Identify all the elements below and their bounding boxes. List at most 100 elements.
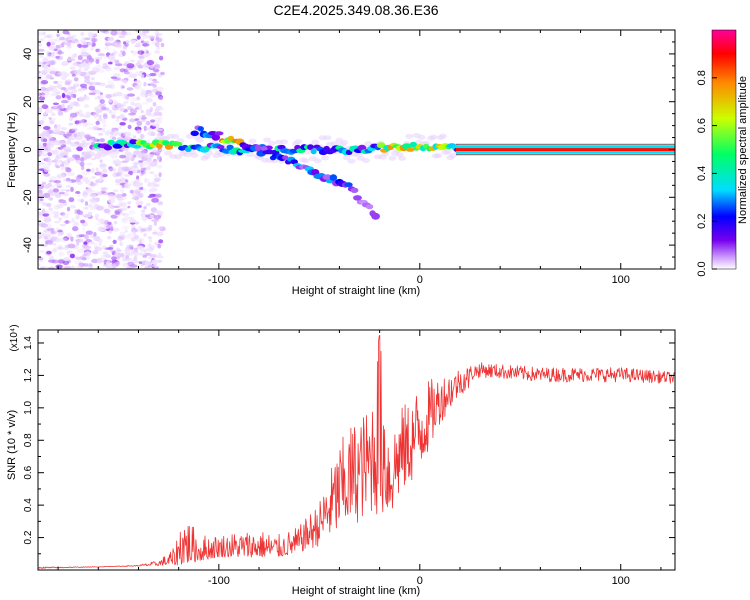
noise-cell bbox=[43, 166, 50, 173]
ridge-halo-cell bbox=[144, 154, 153, 160]
noise-cell bbox=[60, 87, 67, 91]
noise-cell bbox=[126, 234, 131, 240]
noise-cell bbox=[120, 84, 125, 90]
noise-cell bbox=[91, 258, 99, 264]
noise-cell bbox=[96, 205, 104, 211]
noise-cell bbox=[141, 209, 146, 213]
noise-cell bbox=[146, 64, 151, 68]
noise-cell bbox=[108, 203, 114, 209]
noise-cell bbox=[89, 70, 98, 74]
noise-cell bbox=[65, 177, 71, 182]
noise-cell bbox=[129, 218, 137, 224]
noise-cell bbox=[126, 106, 133, 111]
noise-cell bbox=[70, 236, 74, 242]
noise-cell bbox=[154, 173, 158, 178]
noise-cell bbox=[148, 224, 153, 230]
noise-cell bbox=[75, 123, 83, 127]
noise-cell bbox=[137, 64, 144, 69]
noise-cell bbox=[147, 236, 153, 240]
noise-cell bbox=[91, 189, 96, 193]
noise-cell bbox=[94, 246, 103, 252]
colorbar-tick-label: 0.8 bbox=[696, 70, 708, 85]
noise-cell bbox=[153, 221, 158, 226]
noise-cell bbox=[123, 196, 128, 200]
noise-cell bbox=[116, 247, 120, 252]
noise-cell bbox=[87, 263, 91, 266]
noise-cell bbox=[123, 79, 128, 84]
noise-cell bbox=[66, 206, 71, 212]
noise-cell bbox=[38, 70, 42, 74]
noise-cell bbox=[87, 211, 93, 216]
noise-cell bbox=[118, 35, 125, 39]
noise-cell bbox=[38, 61, 43, 66]
noise-cell bbox=[40, 266, 45, 269]
noise-cell bbox=[69, 253, 75, 259]
noise-cell bbox=[112, 172, 117, 176]
noise-cell bbox=[96, 51, 102, 56]
noise-cell bbox=[155, 91, 163, 96]
noise-cell bbox=[139, 133, 146, 139]
ridge-halo-cell bbox=[89, 137, 98, 143]
noise-cell bbox=[52, 87, 58, 93]
noise-cell bbox=[61, 103, 65, 109]
ridge-cell bbox=[310, 148, 317, 155]
noise-cell bbox=[120, 252, 125, 258]
noise-cell bbox=[136, 129, 142, 134]
noise-cell bbox=[95, 191, 103, 194]
noise-cell bbox=[157, 252, 162, 256]
noise-cell bbox=[64, 81, 71, 86]
noise-cell bbox=[111, 104, 115, 109]
noise-cell bbox=[121, 225, 130, 230]
noise-cell bbox=[99, 92, 103, 96]
noise-cell bbox=[115, 261, 120, 266]
noise-cell bbox=[147, 243, 152, 248]
noise-cell bbox=[59, 36, 66, 41]
noise-cell bbox=[98, 241, 103, 247]
noise-cell bbox=[81, 214, 86, 217]
noise-cell bbox=[55, 183, 63, 187]
noise-cell bbox=[141, 114, 146, 118]
noise-cell bbox=[40, 223, 49, 228]
noise-cell bbox=[143, 170, 147, 176]
noise-cell bbox=[153, 80, 159, 84]
noise-cell bbox=[104, 130, 111, 136]
ridge-cell bbox=[216, 144, 225, 150]
noise-cell bbox=[38, 108, 43, 114]
noise-cell bbox=[68, 158, 76, 162]
noise-cell bbox=[136, 35, 141, 40]
spectrogram-panel: -100 0 100 -40 -20 0 20 40 Height of straight … bbox=[6, 29, 676, 297]
ridge-halo-cell bbox=[164, 150, 173, 156]
noise-cell bbox=[143, 233, 147, 237]
noise-cell bbox=[43, 229, 51, 233]
noise-cell bbox=[48, 134, 53, 139]
noise-cell bbox=[133, 247, 138, 251]
branch-cell bbox=[290, 159, 299, 165]
noise-cell bbox=[151, 219, 159, 222]
noise-cell bbox=[158, 239, 164, 244]
noise-cell bbox=[72, 40, 76, 44]
noise-cell bbox=[155, 119, 163, 124]
x-tick-label: 0 bbox=[417, 274, 423, 286]
noise-cell bbox=[122, 212, 126, 216]
noise-cell bbox=[149, 94, 156, 98]
noise-cell bbox=[38, 263, 41, 267]
noise-cell bbox=[119, 107, 124, 112]
noise-cell bbox=[72, 83, 80, 88]
noise-cell bbox=[82, 227, 86, 232]
noise-cell bbox=[138, 51, 142, 55]
noise-cell bbox=[153, 111, 161, 116]
noise-cell bbox=[110, 30, 118, 36]
noise-cell bbox=[67, 96, 71, 100]
noise-cell bbox=[131, 97, 139, 102]
noise-cell bbox=[151, 259, 158, 265]
noise-cell bbox=[89, 200, 98, 204]
noise-cell bbox=[84, 37, 91, 41]
noise-cell bbox=[76, 43, 82, 48]
noise-cell bbox=[122, 262, 129, 268]
noise-cell bbox=[56, 33, 60, 38]
noise-cell bbox=[67, 56, 73, 62]
noise-cell bbox=[118, 234, 126, 240]
noise-cell bbox=[95, 179, 100, 184]
noise-cell bbox=[86, 162, 93, 166]
noise-cell bbox=[83, 241, 88, 246]
